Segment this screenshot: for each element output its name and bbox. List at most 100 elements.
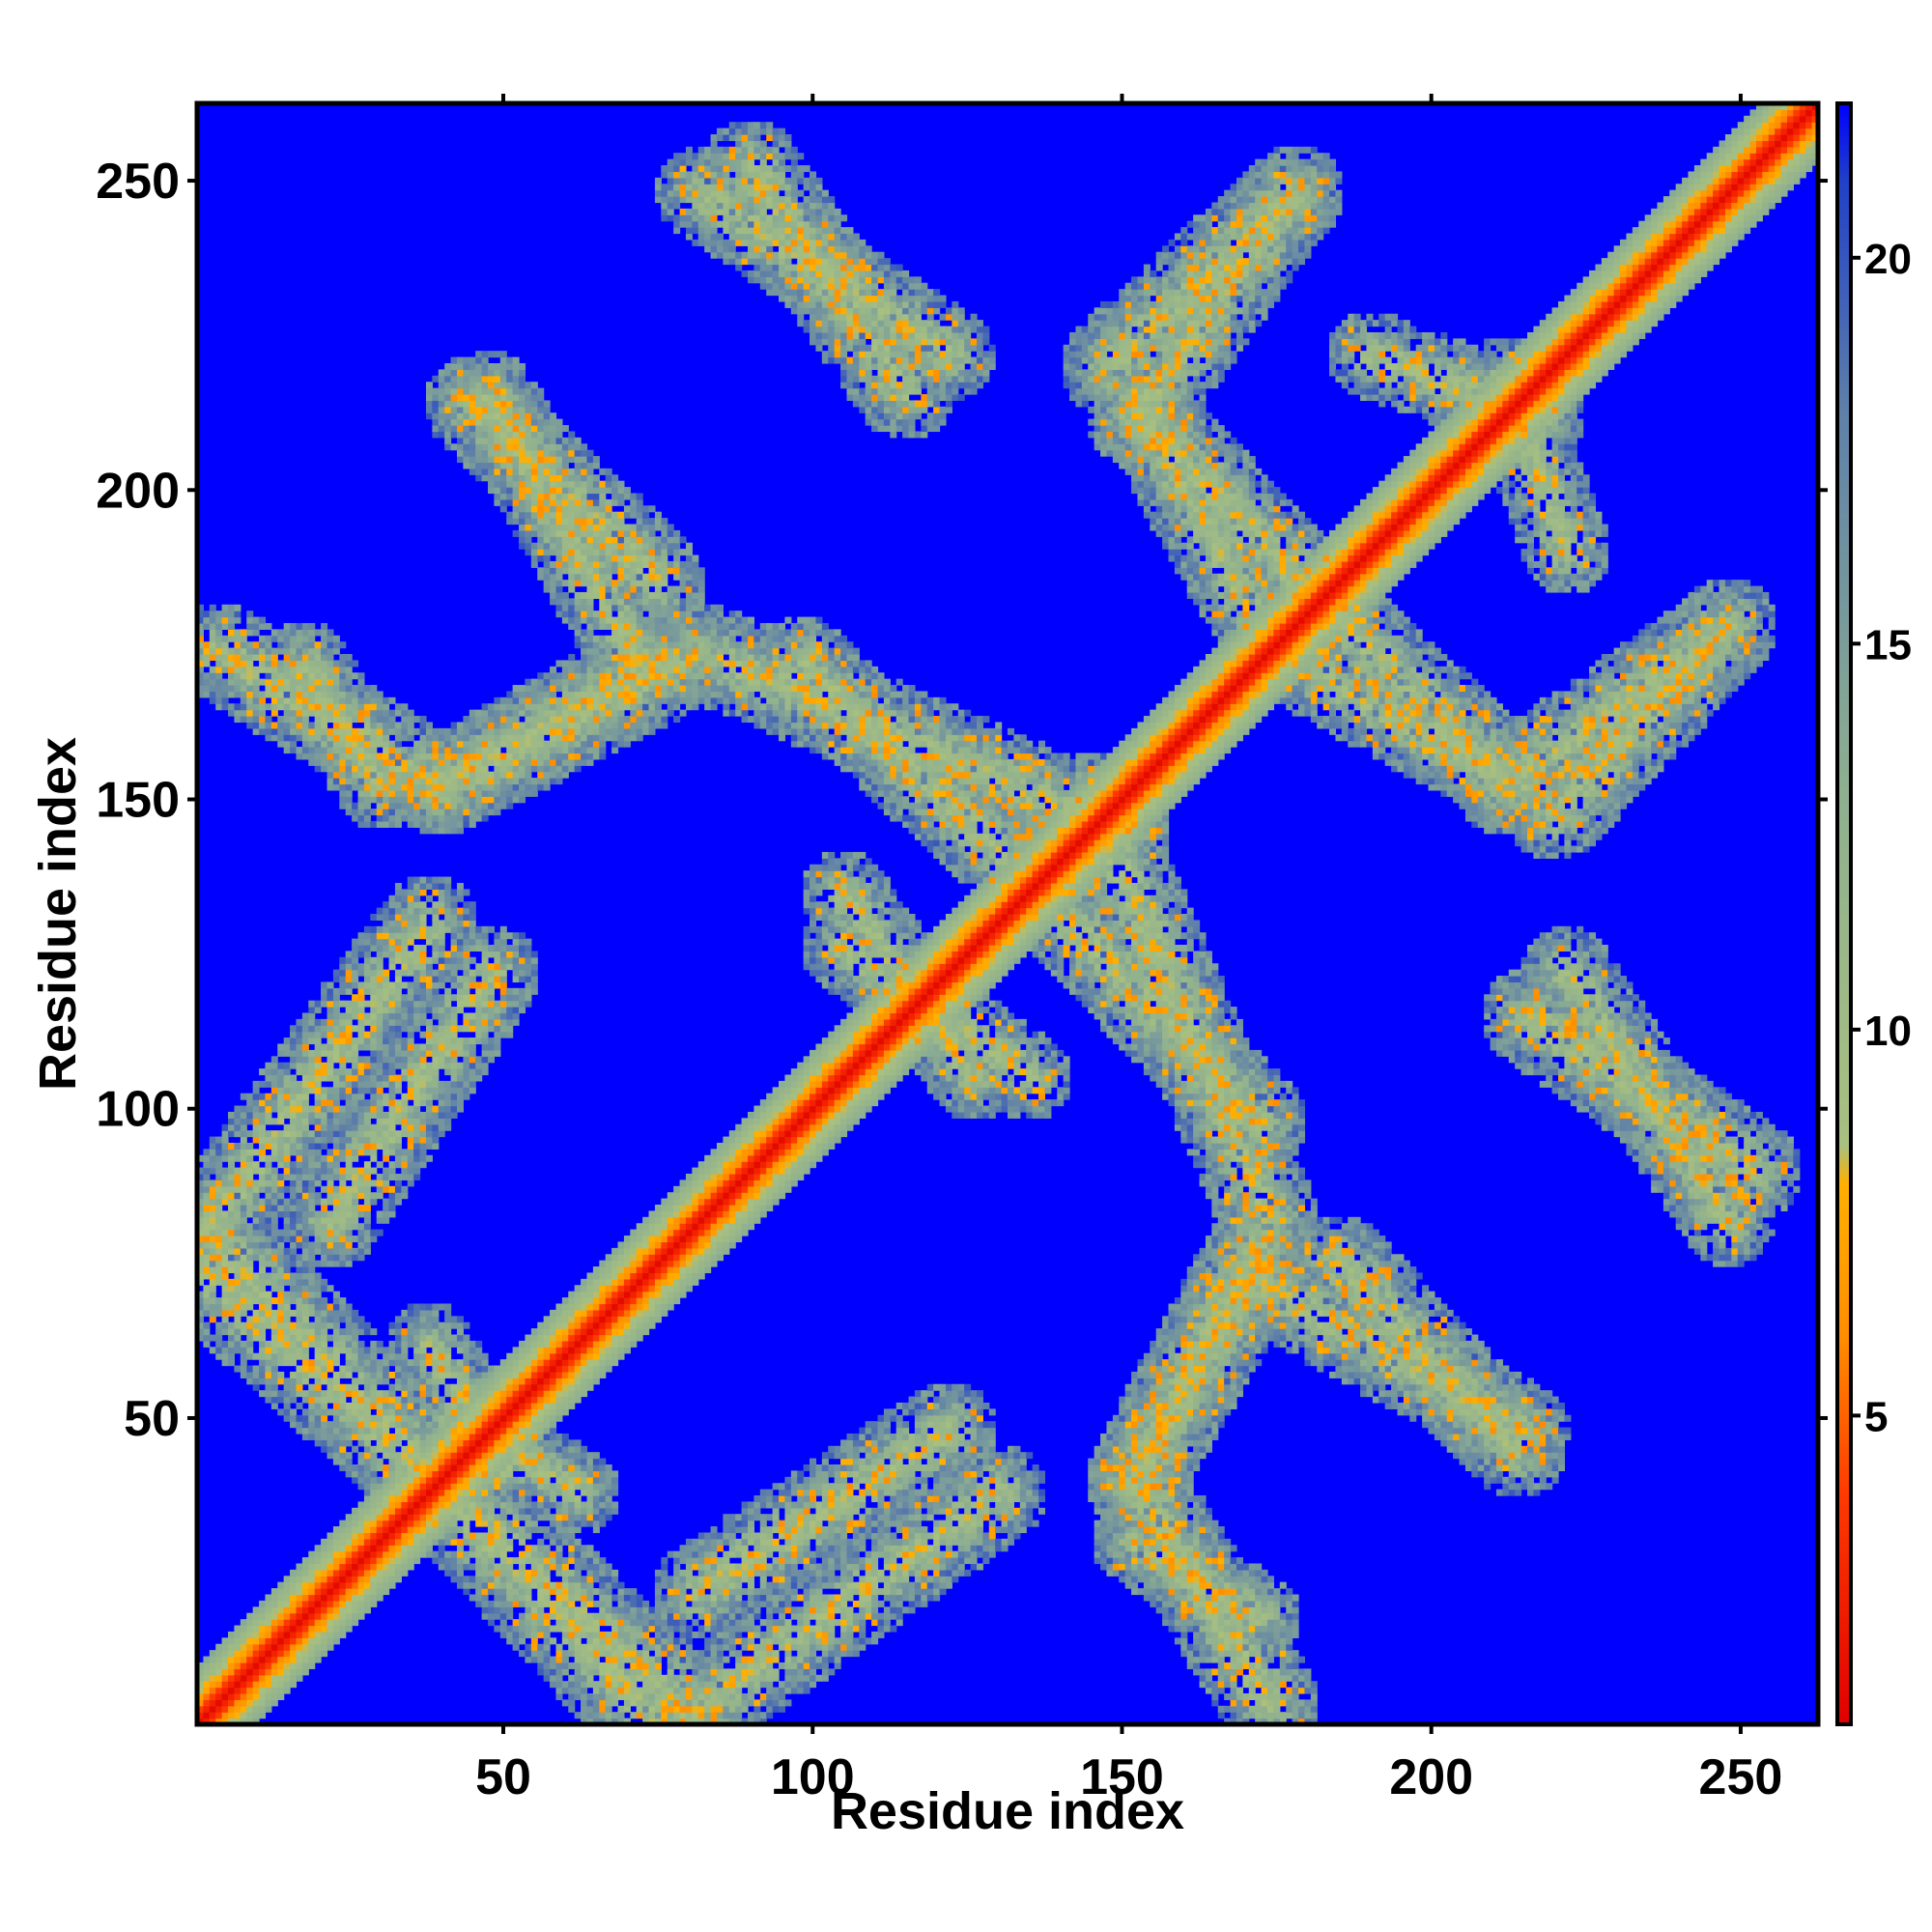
- heatmap-cell: [240, 1130, 247, 1138]
- heatmap-cell: [481, 951, 489, 958]
- heatmap-cell: [203, 1340, 211, 1348]
- heatmap-cell: [413, 1433, 421, 1440]
- heatmap-cell: [308, 696, 316, 704]
- heatmap-cell: [407, 1056, 414, 1064]
- heatmap-cell: [327, 1210, 334, 1218]
- heatmap-cell: [450, 1569, 458, 1577]
- heatmap-cell: [228, 1359, 236, 1367]
- heatmap-cell: [352, 1507, 359, 1515]
- heatmap-cell: [383, 987, 390, 995]
- heatmap-cell: [401, 1569, 409, 1577]
- heatmap-cell: [438, 1087, 445, 1094]
- heatmap-cell: [296, 1347, 303, 1354]
- heatmap-cell: [370, 727, 378, 735]
- heatmap-cell: [203, 654, 211, 662]
- heatmap-cell: [301, 1031, 309, 1038]
- heatmap-cell: [339, 1223, 347, 1231]
- heatmap-cell: [494, 362, 501, 370]
- heatmap-cell: [401, 1538, 409, 1546]
- heatmap-cell: [469, 1421, 476, 1429]
- heatmap-cell: [438, 889, 445, 896]
- heatmap-cell: [475, 1569, 483, 1577]
- heatmap-cell: [296, 1118, 303, 1125]
- heatmap-cell: [450, 1402, 458, 1409]
- heatmap-cell: [506, 1476, 514, 1484]
- heatmap-cell: [327, 1185, 334, 1193]
- heatmap-cell: [499, 802, 507, 810]
- heatmap-cell: [413, 1545, 421, 1552]
- heatmap-cell: [270, 647, 278, 655]
- heatmap-cell: [450, 1365, 458, 1373]
- heatmap-cell: [481, 932, 489, 940]
- heatmap-cell: [290, 1612, 298, 1620]
- heatmap-cell: [388, 1328, 396, 1336]
- heatmap-cell: [345, 1161, 353, 1169]
- heatmap-cell: [265, 1316, 272, 1323]
- heatmap-cell: [432, 814, 440, 822]
- heatmap-cell: [463, 387, 470, 395]
- heatmap-cell: [339, 1260, 347, 1267]
- heatmap-cell: [383, 709, 390, 717]
- heatmap-cell: [339, 696, 347, 704]
- heatmap-cell: [252, 1223, 260, 1231]
- heatmap-cell: [388, 783, 396, 791]
- heatmap-cell: [376, 1123, 384, 1131]
- heatmap-cell: [506, 1526, 514, 1534]
- heatmap-cell: [494, 1470, 501, 1478]
- heatmap-cell: [499, 351, 507, 358]
- heatmap-cell: [203, 1173, 211, 1180]
- heatmap-cell: [494, 406, 501, 413]
- heatmap-cell: [332, 1254, 340, 1262]
- heatmap-cell: [401, 1526, 409, 1534]
- heatmap-cell: [444, 1309, 452, 1317]
- heatmap-cell: [246, 1192, 254, 1200]
- heatmap-cell: [277, 1581, 285, 1589]
- heatmap-cell: [209, 1236, 216, 1243]
- heatmap-cell: [438, 1520, 445, 1527]
- heatmap-cell: [370, 1421, 378, 1429]
- heatmap-cell: [234, 635, 242, 642]
- heatmap-cell: [357, 1581, 365, 1589]
- heatmap-cell: [407, 1489, 414, 1496]
- heatmap-cell: [246, 1321, 254, 1329]
- heatmap-cell: [277, 1352, 285, 1360]
- heatmap-cell: [469, 753, 476, 760]
- heatmap-cell: [494, 1501, 501, 1509]
- heatmap-cell: [469, 1352, 476, 1360]
- heatmap-cell: [240, 1142, 247, 1150]
- heatmap-cell: [290, 1099, 298, 1107]
- heatmap-cell: [499, 1427, 507, 1435]
- heatmap-cell: [438, 1093, 445, 1100]
- heatmap-cell: [419, 1458, 427, 1465]
- heatmap-cell: [327, 1254, 334, 1262]
- heatmap-cell: [450, 1371, 458, 1378]
- heatmap-cell: [469, 1390, 476, 1398]
- heatmap-cell: [475, 1068, 483, 1076]
- heatmap-cell: [419, 1031, 427, 1038]
- heatmap-cell: [469, 1489, 476, 1496]
- heatmap-cell: [425, 1371, 433, 1378]
- heatmap-cell: [332, 1347, 340, 1354]
- heatmap-cell: [401, 956, 409, 964]
- heatmap-cell: [376, 1545, 384, 1552]
- heatmap-cell: [376, 932, 384, 940]
- heatmap-cell: [259, 1123, 267, 1131]
- heatmap-cell: [376, 1210, 384, 1218]
- heatmap-cell: [327, 1229, 334, 1236]
- heatmap-cell: [450, 1452, 458, 1460]
- heatmap-cell: [314, 1316, 322, 1323]
- heatmap-cell: [413, 716, 421, 724]
- heatmap-cell: [506, 1408, 514, 1416]
- heatmap-cell: [394, 1111, 402, 1119]
- heatmap-cell: [401, 907, 409, 915]
- heatmap-cell: [456, 882, 464, 890]
- heatmap-cell: [481, 1464, 489, 1472]
- heatmap-cell: [321, 1130, 328, 1138]
- heatmap-cell: [413, 771, 421, 779]
- heatmap-cell: [494, 727, 501, 735]
- heatmap-cell: [407, 783, 414, 791]
- heatmap-cell: [444, 920, 452, 927]
- heatmap-cell: [259, 1612, 267, 1620]
- heatmap-cell: [332, 1526, 340, 1534]
- heatmap-cell: [259, 716, 267, 724]
